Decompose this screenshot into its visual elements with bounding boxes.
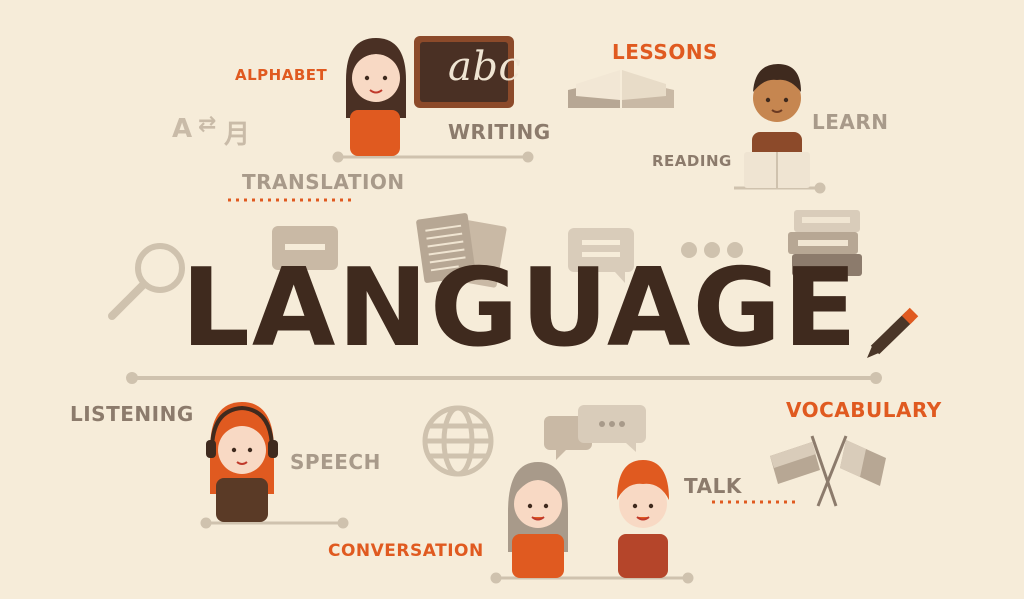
- papers-icon: [416, 213, 507, 288]
- dots-icon: [681, 242, 743, 258]
- pencil-icon: [867, 307, 919, 358]
- label-reading: READING: [652, 152, 732, 170]
- speech-bubble-icon: [544, 405, 646, 460]
- label-talk: TALK: [684, 474, 742, 498]
- label-translation: TRANSLATION: [242, 170, 405, 194]
- person-listening-avatar: [206, 402, 278, 522]
- label-lessons: LESSONS: [612, 40, 718, 64]
- label-speech: SPEECH: [290, 450, 381, 474]
- dotted-lines: [228, 198, 796, 504]
- speech-bubble-icon: [568, 228, 634, 283]
- label-alphabet: ALPHABET: [235, 66, 328, 84]
- label-writing: WRITING: [448, 120, 551, 144]
- magnifier-icon: [108, 243, 185, 320]
- person-talk-avatar: [617, 460, 669, 578]
- globe-icon: [422, 405, 494, 477]
- person-conversation-avatar: [508, 462, 568, 578]
- label-vocabulary: VOCABULARY: [786, 398, 942, 422]
- center-line: [126, 372, 882, 384]
- label-learn: LEARN: [812, 110, 889, 134]
- label-listening: LISTENING: [70, 402, 194, 426]
- open-book-icon: [568, 70, 674, 108]
- chalkboard-text: abc: [448, 44, 522, 90]
- speech-bubble-icon: [272, 226, 338, 282]
- person-alphabet-avatar: [346, 38, 406, 156]
- page-title: LANGUAGE: [181, 246, 859, 371]
- person-reading-avatar: [744, 64, 810, 188]
- chalkboard-icon: [414, 36, 514, 108]
- label-conversation: CONVERSATION: [328, 541, 484, 561]
- books-stack-icon: [788, 210, 862, 276]
- flags-icon: [770, 435, 886, 507]
